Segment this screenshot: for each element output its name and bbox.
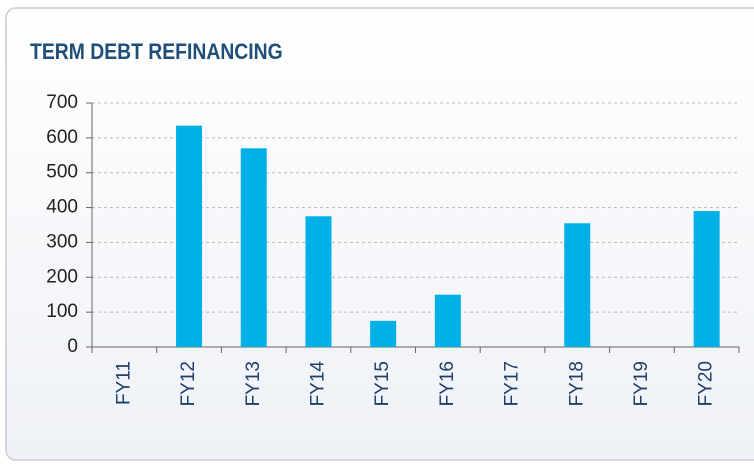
y-tick-label: 300 (46, 231, 78, 252)
x-tick-label: FY18 (566, 361, 587, 406)
x-tick-label: FY12 (178, 361, 199, 406)
bar (370, 320, 397, 347)
x-tick-label: FY14 (307, 361, 328, 407)
bar (693, 211, 720, 347)
bar (434, 294, 461, 347)
chart-title: TERM DEBT REFINANCING (30, 40, 283, 64)
x-tick-label: FY16 (437, 361, 458, 406)
bar (305, 216, 332, 347)
y-tick-label: 600 (46, 127, 78, 148)
bar (176, 125, 203, 348)
y-tick-label: 700 (46, 92, 78, 113)
y-tick-label: 400 (46, 197, 78, 218)
x-tick-label: FY19 (631, 361, 652, 406)
x-tick-label: FY15 (372, 361, 393, 406)
y-tick-label: 200 (46, 266, 78, 287)
y-tick-label: 100 (46, 301, 78, 322)
x-tick-label: FY20 (696, 361, 717, 406)
y-tick-label: 0 (67, 336, 78, 357)
y-tick-label: 500 (46, 162, 78, 183)
x-tick-label: FY13 (243, 361, 264, 406)
x-tick-label: FY11 (113, 361, 134, 405)
bar (564, 223, 591, 347)
x-tick-label: FY17 (502, 361, 523, 406)
bar (240, 148, 267, 347)
